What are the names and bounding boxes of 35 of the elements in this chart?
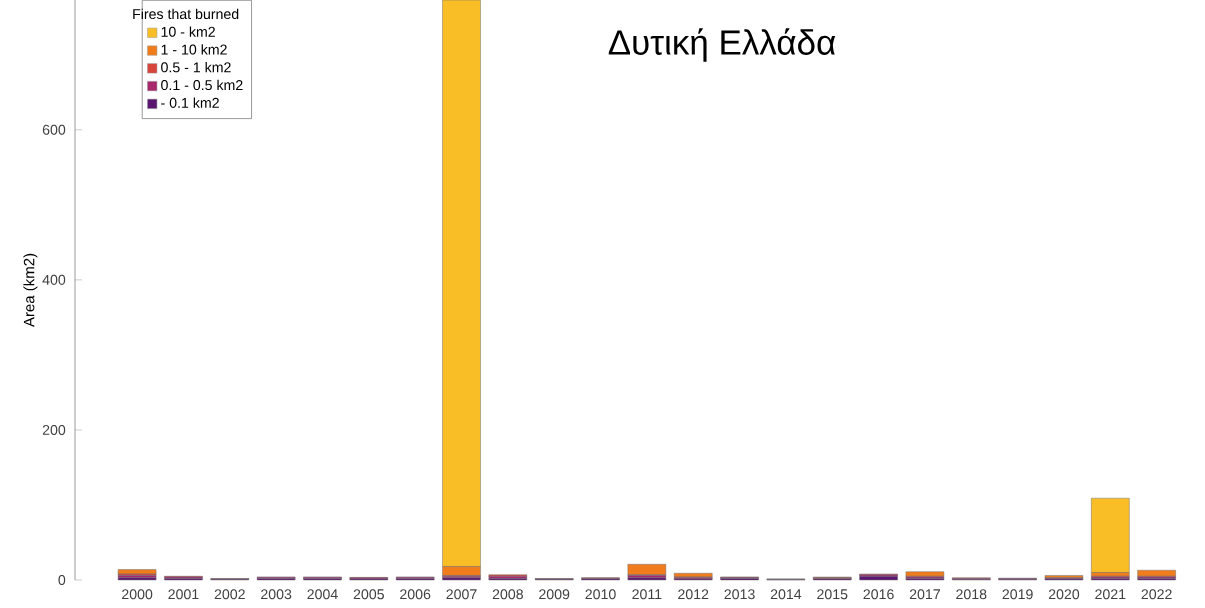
x-tick-label: 2007 bbox=[446, 589, 477, 600]
legend-label: 1 - 10 km2 bbox=[161, 44, 227, 55]
y-tick-label: 600 bbox=[42, 124, 66, 135]
y-tick-label: 400 bbox=[42, 274, 66, 285]
x-tick-label: 2019 bbox=[1002, 589, 1033, 600]
x-tick-label: 2013 bbox=[724, 589, 755, 600]
x-tick-label: 2001 bbox=[168, 589, 199, 600]
x-tick-label: 2005 bbox=[353, 589, 384, 600]
x-tick-label: 2018 bbox=[956, 589, 987, 600]
x-tick-label: 2002 bbox=[214, 589, 245, 600]
x-tick-label: 2015 bbox=[817, 589, 848, 600]
x-tick-label: 2011 bbox=[632, 589, 662, 600]
x-tick-label: 2003 bbox=[261, 589, 292, 600]
legend-label: - 0.1 km2 bbox=[161, 97, 219, 108]
legend-label: 10 - km2 bbox=[161, 26, 215, 37]
text: Δυτική Ελλάδα bbox=[608, 28, 836, 62]
legend-title: Fires that burned bbox=[133, 8, 239, 20]
y-tick-label: 200 bbox=[42, 424, 66, 435]
x-tick-label: 2012 bbox=[678, 589, 709, 600]
x-tick-label: 2009 bbox=[539, 589, 570, 600]
x-tick-label: 2017 bbox=[909, 589, 940, 600]
x-tick-label: 2022 bbox=[1141, 589, 1172, 600]
legend-label: 0.5 - 1 km2 bbox=[161, 61, 231, 73]
x-tick-label: 2014 bbox=[770, 589, 802, 600]
y-axis-title: Area (km2) bbox=[23, 253, 38, 328]
x-tick-label: 2021 bbox=[1095, 589, 1126, 600]
x-tick-label: 2010 bbox=[585, 589, 616, 600]
x-tick-label: 2008 bbox=[492, 589, 523, 600]
x-tick-label: 2020 bbox=[1048, 589, 1080, 600]
x-tick-label: 2000 bbox=[122, 589, 153, 600]
x-tick-label: 2016 bbox=[863, 589, 894, 600]
y-tick-label: 0 bbox=[58, 575, 66, 586]
x-tick-label: 2006 bbox=[400, 589, 431, 600]
x-tick-label: 2004 bbox=[307, 589, 338, 600]
legend-label: 0.1 - 0.5 km2 bbox=[161, 79, 243, 91]
